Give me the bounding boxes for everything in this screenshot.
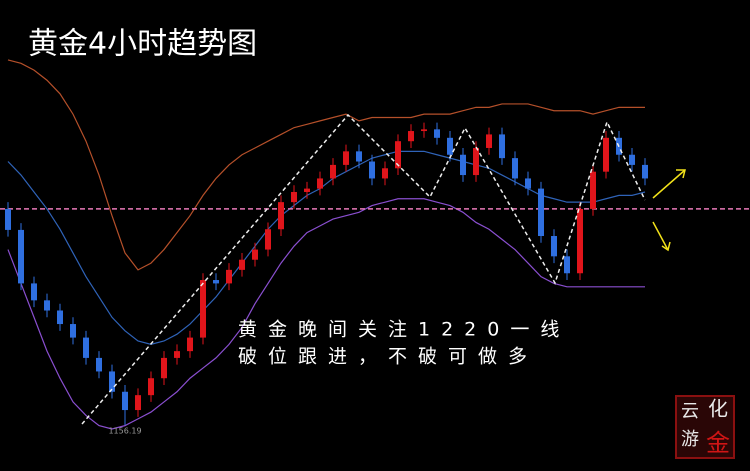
arrows (652, 169, 686, 252)
candle-body (278, 202, 284, 230)
candle-body (421, 129, 427, 132)
candle-body (187, 337, 193, 352)
band-line (7, 59, 645, 271)
candle-body (408, 131, 414, 142)
candle-body (551, 236, 557, 257)
candle-body (538, 188, 544, 237)
candle-body (161, 357, 167, 379)
candle-body (291, 191, 297, 203)
candle-body (70, 324, 76, 338)
candle-body (252, 249, 258, 260)
candle-body (460, 154, 466, 176)
candle-body (213, 280, 219, 284)
annotation: 黄金晚间关注1220一线 (238, 319, 570, 341)
candle-body (382, 168, 388, 179)
candle-body (473, 147, 479, 176)
candle-body (343, 151, 349, 165)
watermark: 云 化 游 金 (675, 395, 735, 459)
candle-body (83, 337, 89, 358)
candle-body (109, 371, 115, 392)
watermark-char: 云 (681, 401, 699, 422)
candle-body (512, 158, 518, 179)
candle-body (31, 283, 37, 301)
candle-body (447, 137, 453, 155)
candle-body (642, 164, 648, 179)
candle-body (148, 378, 154, 396)
candle-body (265, 229, 271, 250)
candle-body (395, 141, 401, 169)
candle-body (200, 280, 206, 338)
candle-body (239, 259, 245, 270)
candle-body (577, 208, 583, 274)
candle-body (629, 154, 635, 165)
candle-body (603, 137, 609, 172)
candle-body (499, 134, 505, 159)
candle-body (369, 161, 375, 179)
candle-body (330, 164, 336, 179)
candle-body (135, 395, 141, 411)
candle-body (5, 208, 11, 230)
chart-title: 黄金4小时趋势图 (28, 27, 257, 62)
candle-body (44, 300, 50, 311)
candle-body (304, 188, 310, 192)
band-line (7, 198, 645, 430)
trend-zigzag (81, 113, 646, 425)
low-label: 1156.19 (108, 426, 141, 435)
candle-body (18, 229, 24, 284)
band-line (7, 150, 646, 345)
watermark-char: 化 (708, 397, 728, 421)
candle-body (590, 171, 596, 209)
candle-body (226, 269, 232, 284)
candle-body (57, 310, 63, 325)
plot-area: 1156.19 (0, 59, 750, 435)
candle-body (174, 351, 180, 358)
candle-body (486, 134, 492, 148)
watermark-char: 游 (681, 429, 699, 450)
annotation: 破位跟进，不破可做多 (238, 346, 538, 368)
candle-body (525, 178, 531, 189)
candle-body (434, 129, 440, 138)
candle-body (122, 391, 128, 411)
candle-body (317, 178, 323, 189)
candle-body (96, 357, 102, 372)
candle-body (356, 151, 362, 162)
candle-body (564, 256, 570, 274)
watermark-char: 金 (706, 429, 730, 457)
